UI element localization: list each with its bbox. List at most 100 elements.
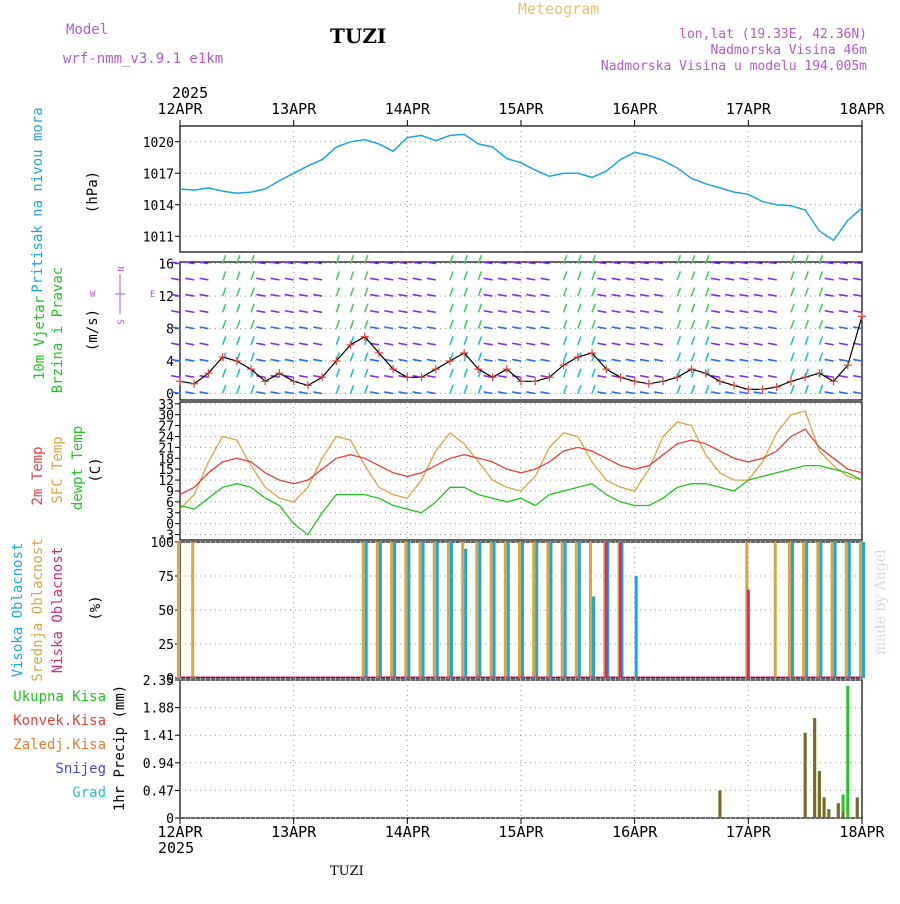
wind-direction-arrow (384, 342, 394, 346)
wind-direction-arrow (335, 319, 341, 329)
wind-direction-arrow (313, 326, 323, 330)
wind-direction-arrow (185, 293, 195, 297)
model-elevation-text: Nadmorska Visina u modelu 194.005m (601, 59, 867, 74)
wind-direction-arrow (511, 309, 522, 314)
mid-cloud-bar (404, 542, 408, 678)
wind-direction-arrow (676, 271, 682, 281)
temp-tick-label: 12 (158, 474, 174, 489)
high-cloud-bar (421, 542, 425, 678)
wind-speed-mark (829, 377, 838, 386)
wind-direction-arrow (284, 374, 294, 379)
wind-direction-arrow (335, 254, 341, 264)
wind-direction-arrow (384, 326, 394, 330)
wind-direction-arrow (369, 261, 380, 265)
wind-direction-arrow (526, 261, 536, 265)
wind-direction-arrow (412, 277, 422, 281)
wind-direction-arrow (511, 374, 522, 379)
wind-speed-mark (588, 348, 597, 357)
wind-direction-arrow (710, 342, 721, 346)
wind-direction-arrow (597, 261, 607, 265)
wind-tick-label: 8 (166, 323, 174, 338)
wind-direction-arrow (426, 309, 436, 314)
cloud-tick-label: 100 (151, 536, 174, 551)
wind-direction-arrow (426, 326, 436, 330)
wind-direction-arrow (298, 326, 309, 330)
wind-direction-arrow (611, 293, 621, 297)
wind-direction-arrow (477, 336, 483, 346)
conv-precip-bar (803, 732, 807, 818)
mid-cloud-bar (532, 542, 536, 678)
wind-direction-arrow (256, 342, 266, 346)
wind-direction-arrow (704, 254, 710, 264)
wind-direction-arrow (790, 303, 795, 313)
wind-direction-arrow (676, 319, 682, 329)
wind-direction-arrow (463, 336, 468, 346)
wind-direction-arrow (739, 342, 749, 346)
wind-direction-arrow (221, 319, 227, 329)
wind-direction-arrow (852, 326, 863, 330)
wind-direction-arrow (369, 358, 380, 362)
wind-direction-arrow (170, 293, 181, 297)
wind-direction-arrow (369, 293, 380, 297)
wind-direction-arrow (824, 326, 834, 330)
conv-precip-bar (813, 718, 817, 818)
wind-direction-arrow (818, 384, 824, 394)
wind-direction-arrow (540, 261, 550, 265)
wind-direction-arrow (497, 261, 507, 265)
wind-direction-arrow (463, 287, 468, 297)
wind-direction-arrow (804, 352, 809, 362)
wind-direction-arrow (298, 358, 309, 362)
wind-speed-mark (602, 365, 611, 374)
wind-direction-arrow (767, 293, 777, 297)
wind-direction-arrow (690, 352, 696, 362)
wind-direction-arrow (818, 303, 824, 313)
mid-cloud-bar (375, 542, 379, 678)
wind-direction-arrow (236, 368, 241, 378)
wind-direction-arrow (852, 261, 863, 265)
wind-direction-arrow (170, 261, 181, 265)
wind-direction-arrow (284, 277, 294, 281)
wind-direction-arrow (449, 254, 454, 264)
high-cloud-bar (449, 542, 453, 678)
wind-direction-arrow (236, 287, 241, 297)
time-label-top: 17APR (726, 100, 772, 118)
wind-direction-arrow (597, 374, 607, 379)
wind-direction-arrow (639, 374, 650, 379)
wind-speed-mark (531, 377, 540, 386)
wind-direction-arrow (710, 261, 721, 265)
time-label-top: 16APR (612, 100, 658, 118)
wind-direction-arrow (236, 303, 241, 313)
legend-conv: Konvek.Kisa (13, 713, 106, 729)
mid-cloud-bar (418, 542, 422, 678)
wind-direction-arrow (250, 384, 255, 394)
wind-direction-arrow (284, 309, 294, 314)
wind-speed-mark (275, 369, 284, 378)
wind-speed-mark (545, 373, 554, 382)
wind-direction-arrow (526, 309, 536, 314)
wind-direction-arrow (298, 342, 309, 346)
wind-direction-arrow (577, 303, 582, 313)
wind-direction-arrow (838, 326, 848, 330)
time-label-top: 18APR (839, 100, 885, 118)
wind-direction-arrow (804, 384, 809, 394)
wind-direction-arrow (236, 271, 241, 281)
mid-cloud-bar (802, 542, 806, 678)
wind-tick-label: 16 (158, 258, 174, 273)
wind-direction-arrow (625, 277, 635, 281)
high-cloud-bar (378, 542, 382, 678)
wind-direction-arrow (562, 384, 568, 394)
wind-direction-arrow (483, 326, 493, 330)
pressure-unit: (hPa) (85, 171, 101, 213)
wind-direction-arrow (511, 261, 522, 265)
wind-speed-mark (744, 385, 753, 394)
wind-direction-arrow (611, 309, 621, 314)
wind-direction-arrow (284, 293, 294, 297)
wind-speed-mark (204, 369, 213, 378)
wind-direction-arrow (704, 384, 710, 394)
wind-direction-arrow (199, 261, 209, 265)
mid-cloud-bar (390, 542, 394, 678)
wind-direction-arrow (597, 326, 607, 330)
wind-direction-arrow (369, 342, 380, 346)
mid-cloud-bar (475, 542, 479, 678)
wind-direction-arrow (170, 342, 181, 346)
